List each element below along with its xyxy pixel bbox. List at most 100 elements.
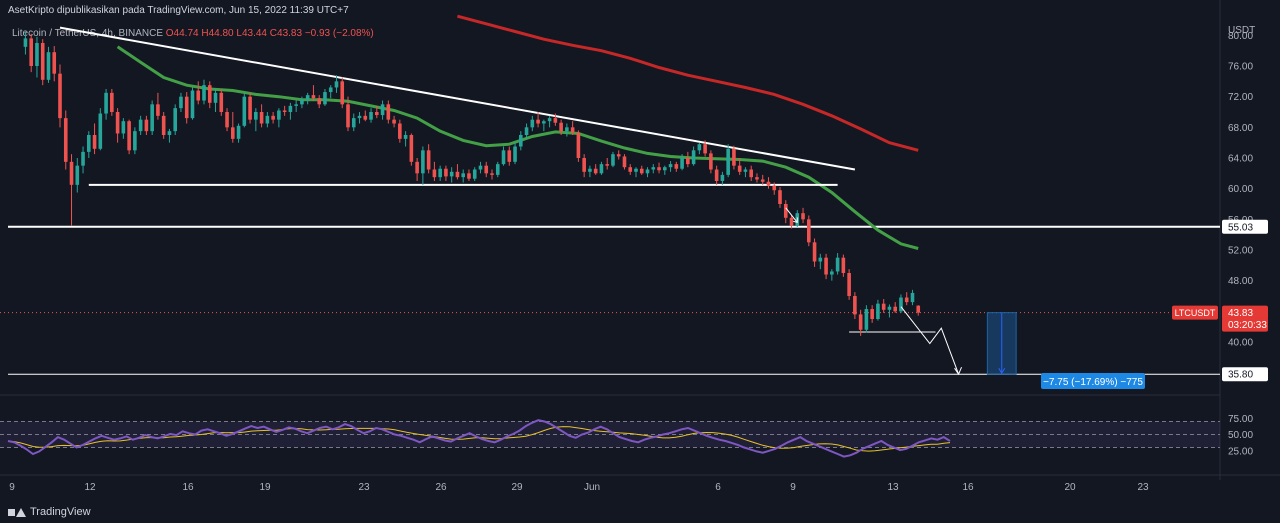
projection-path (900, 306, 960, 375)
candle-body (219, 92, 224, 112)
candle-body (576, 132, 581, 158)
candle-body (265, 115, 270, 124)
candle-body (323, 92, 327, 105)
time-tick-label: 9 (9, 482, 15, 493)
candle-body (904, 297, 909, 303)
time-tick-label: 16 (962, 482, 974, 493)
candle-body (766, 181, 771, 186)
price-tag-label: 43.83 (1228, 308, 1253, 319)
footer-brand[interactable]: TradingView (8, 506, 91, 518)
candle-body (478, 165, 483, 170)
candle-body (899, 297, 903, 312)
candle-body (835, 257, 840, 272)
candle-body (645, 169, 650, 174)
candle-body (363, 115, 368, 120)
candle-body (63, 118, 68, 162)
time-tick-label: 23 (358, 482, 370, 493)
candle-body (409, 135, 414, 162)
candle-body (225, 112, 229, 128)
candle-body (622, 156, 627, 168)
candle-body (426, 150, 431, 170)
candle-body (386, 104, 391, 120)
candle-body (69, 161, 74, 185)
time-tick-label: 9 (790, 482, 796, 493)
candle-body (755, 177, 759, 180)
candle-body (760, 179, 765, 182)
ohlc-close: C43.83 (269, 28, 303, 39)
candle-body (570, 127, 575, 133)
candle-body (110, 92, 114, 112)
time-tick-label: 13 (887, 482, 899, 493)
time-tick-label: Jun (584, 482, 600, 493)
candle-body (657, 167, 661, 171)
rsi-tick-label: 75.00 (1228, 414, 1253, 425)
candle-body (375, 112, 379, 116)
candle-body (300, 99, 304, 105)
candle-body (52, 52, 57, 74)
candle-body (357, 115, 362, 119)
candle-body (501, 150, 506, 165)
candle-body (697, 144, 702, 151)
time-tick-label: 23 (1137, 482, 1149, 493)
candle-body (190, 90, 195, 119)
candle-body (455, 171, 460, 178)
candle-body (778, 190, 782, 204)
candle-body (864, 309, 869, 330)
candle-body (294, 104, 298, 106)
candle-body (582, 158, 586, 172)
price-tick-label: 40.00 (1228, 338, 1253, 349)
candle-body (858, 314, 863, 330)
candle-body (438, 168, 442, 178)
candle-body (196, 90, 201, 101)
candle-body (709, 153, 713, 170)
candle-body (328, 87, 333, 93)
candle-body (421, 150, 425, 174)
candle-body (616, 154, 621, 157)
candle-body (403, 135, 408, 139)
candle-body (507, 150, 512, 162)
candle-body (663, 167, 667, 171)
candle-body (207, 85, 212, 103)
candle-body (179, 96, 183, 109)
candle-body (674, 164, 679, 169)
candle-body (691, 150, 696, 165)
candle-body (202, 85, 206, 101)
candle-body (553, 118, 558, 123)
price-tick-label: 76.00 (1228, 62, 1253, 73)
candle-body (46, 52, 51, 80)
candle-body (138, 119, 143, 132)
candle-body (824, 257, 828, 275)
candle-body (881, 303, 886, 310)
candle-body (271, 115, 275, 120)
candle-body (789, 217, 794, 226)
candle-body (818, 257, 823, 262)
candle-body (611, 154, 615, 166)
price-tag-label: 55.03 (1228, 222, 1253, 233)
candle-body (490, 173, 494, 175)
candle-body (605, 164, 609, 166)
ohlc-high: H44.80 (201, 28, 234, 39)
candle-body (173, 108, 177, 132)
time-tick-label: 29 (511, 482, 523, 493)
candle-body (127, 121, 131, 151)
candle-body (593, 168, 598, 174)
measure-label[interactable]: −7.75 (−17.69%) −775 (1043, 377, 1143, 388)
measure-label-bg[interactable] (1041, 373, 1145, 389)
candle-body (259, 112, 264, 124)
candle-body (58, 73, 62, 119)
candle-body (115, 112, 120, 134)
candle-body (801, 213, 805, 220)
candle-body (242, 96, 247, 126)
time-tick-label: 20 (1064, 482, 1076, 493)
candle-body (639, 168, 644, 174)
candle-body (668, 164, 673, 168)
price-tick-label: 68.00 (1228, 123, 1253, 134)
breakdown-arrow-icon (785, 207, 798, 224)
candle-body (599, 164, 604, 174)
candle-body (495, 164, 500, 175)
candle-body (317, 98, 321, 105)
candle-body (81, 151, 85, 166)
candle-body (213, 92, 218, 103)
candle-body (847, 273, 851, 296)
